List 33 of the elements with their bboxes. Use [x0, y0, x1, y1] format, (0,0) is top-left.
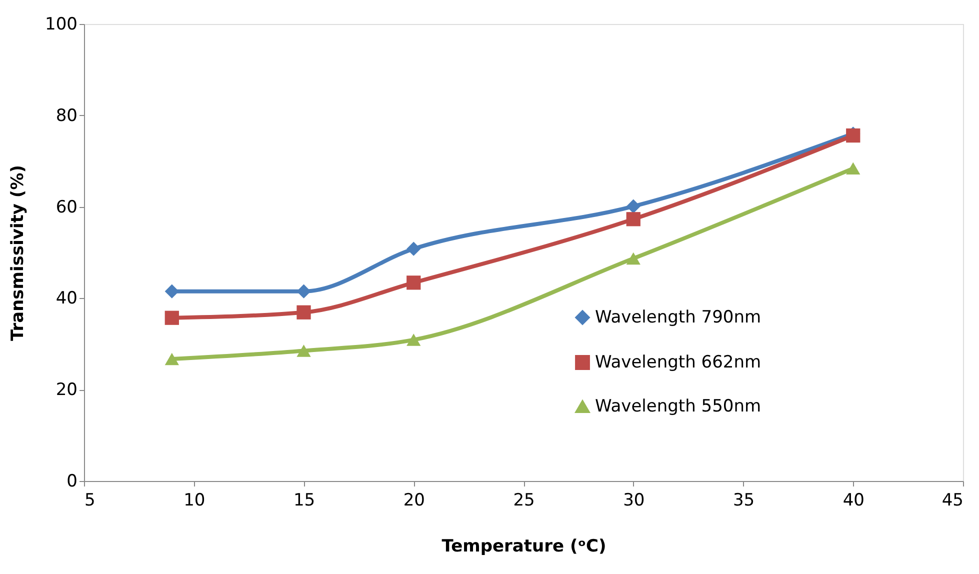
y-tick-label: 40: [56, 288, 78, 309]
point: [296, 305, 311, 320]
point: [846, 162, 860, 175]
point: [626, 212, 640, 226]
point: [296, 344, 311, 357]
point: [406, 242, 421, 256]
x-tick-label: 10: [184, 490, 206, 510]
y-tick-label: 20: [56, 380, 78, 400]
x-tick-label: 30: [623, 490, 645, 510]
point: [164, 284, 179, 298]
x-tick-label: 5: [84, 490, 96, 510]
x-tick-label: 15: [293, 490, 316, 510]
legend-label: Wavelength 790nm: [595, 308, 762, 328]
y-tick-label: 0: [66, 472, 78, 492]
x-tick-label: 20: [403, 490, 425, 510]
y-axis-title: Transmissivity (%): [8, 164, 28, 342]
x-tick-label: 35: [732, 490, 755, 510]
point: [164, 352, 179, 366]
point: [296, 284, 311, 298]
x-axis-title: Temperature (ᵒC): [442, 536, 606, 556]
point: [406, 334, 421, 346]
point: [164, 310, 179, 325]
point: [626, 252, 640, 265]
y-tick-label: 60: [56, 197, 78, 218]
legend-label: Wavelength 550nm: [595, 396, 762, 416]
point: [626, 199, 640, 214]
legend-label: Wavelength 662nm: [595, 352, 762, 372]
y-tick-label: 100: [45, 14, 78, 34]
x-tick-label: 40: [842, 490, 864, 510]
x-tick-label: 25: [513, 490, 535, 510]
x-tick-label: 45: [942, 490, 964, 510]
point: [406, 276, 421, 290]
y-tick-label: 80: [56, 106, 78, 126]
